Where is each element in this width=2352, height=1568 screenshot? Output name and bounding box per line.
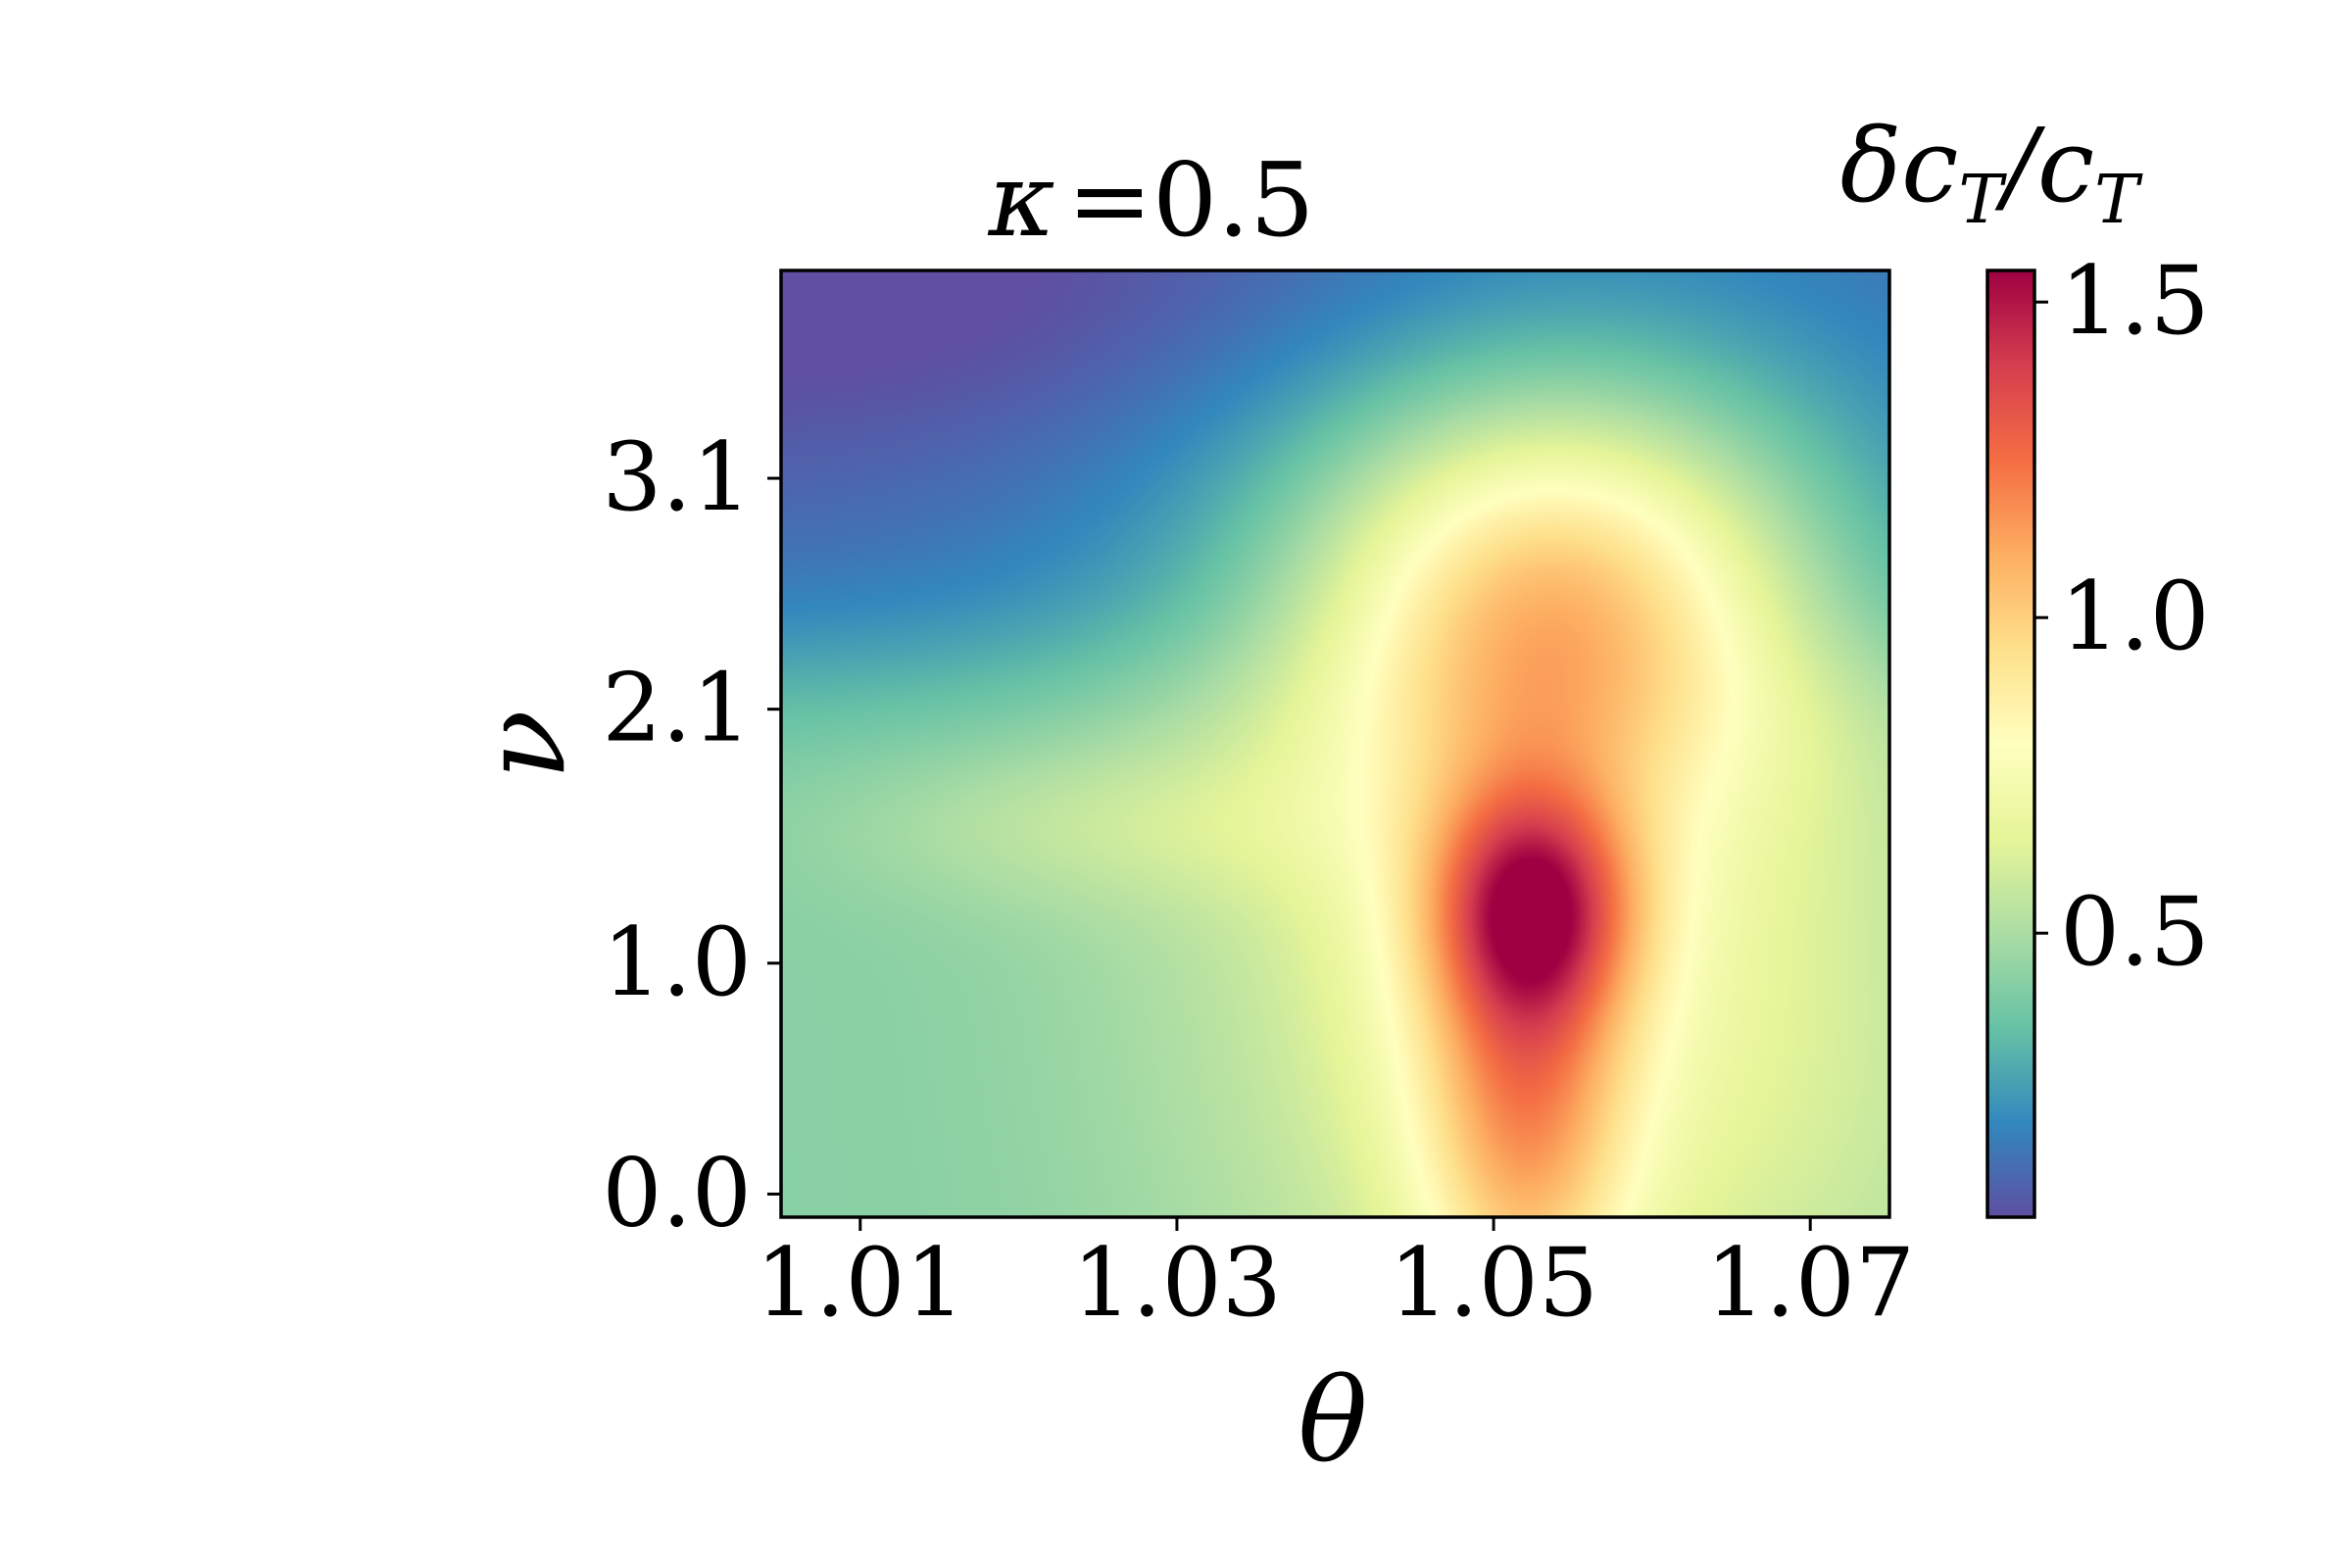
x-tick-label: 1.01 (756, 1228, 965, 1338)
colorbar-label-num-sub: T (1958, 162, 2007, 239)
y-tick-label: 0.0 (602, 1138, 752, 1248)
colorbar-tick-label: 1.5 (2060, 246, 2210, 356)
y-axis-ticks: 0.0 1.0 2.1 3.1 (602, 422, 781, 1248)
y-tick-label: 3.1 (602, 422, 752, 532)
heatmap-area (781, 270, 1889, 1217)
plot-frame (779, 269, 1891, 1219)
colorbar-tick-label: 0.5 (2060, 877, 2210, 987)
x-axis-ticks: 1.01 1.03 1.05 1.07 (756, 1217, 1915, 1338)
chart-title: κ =0.5 (988, 140, 1315, 260)
y-axis-label: ν (456, 710, 591, 780)
colorbar-label-num: δc (1840, 106, 1959, 225)
colorbar-tick-label: 1.0 (2060, 562, 2210, 671)
colorbar-label: δcT/cT (1840, 106, 2144, 239)
y-tick-label: 2.1 (602, 654, 752, 763)
colorbar-ticks: 0.5 1.0 1.5 (2034, 246, 2210, 987)
y-tick-label: 1.0 (602, 907, 752, 1017)
colorbar-label-den-sub: T (2094, 162, 2143, 239)
x-tick-label: 1.03 (1072, 1228, 1282, 1338)
x-tick-label: 1.05 (1389, 1228, 1598, 1338)
x-tick-label: 1.07 (1705, 1228, 1915, 1338)
title-value: =0.5 (1067, 140, 1315, 260)
title-symbol: κ (988, 140, 1055, 260)
colorbar (1985, 269, 2036, 1219)
x-axis-label: θ (1298, 1352, 1367, 1488)
colorbar-label-den: c (2037, 106, 2094, 225)
